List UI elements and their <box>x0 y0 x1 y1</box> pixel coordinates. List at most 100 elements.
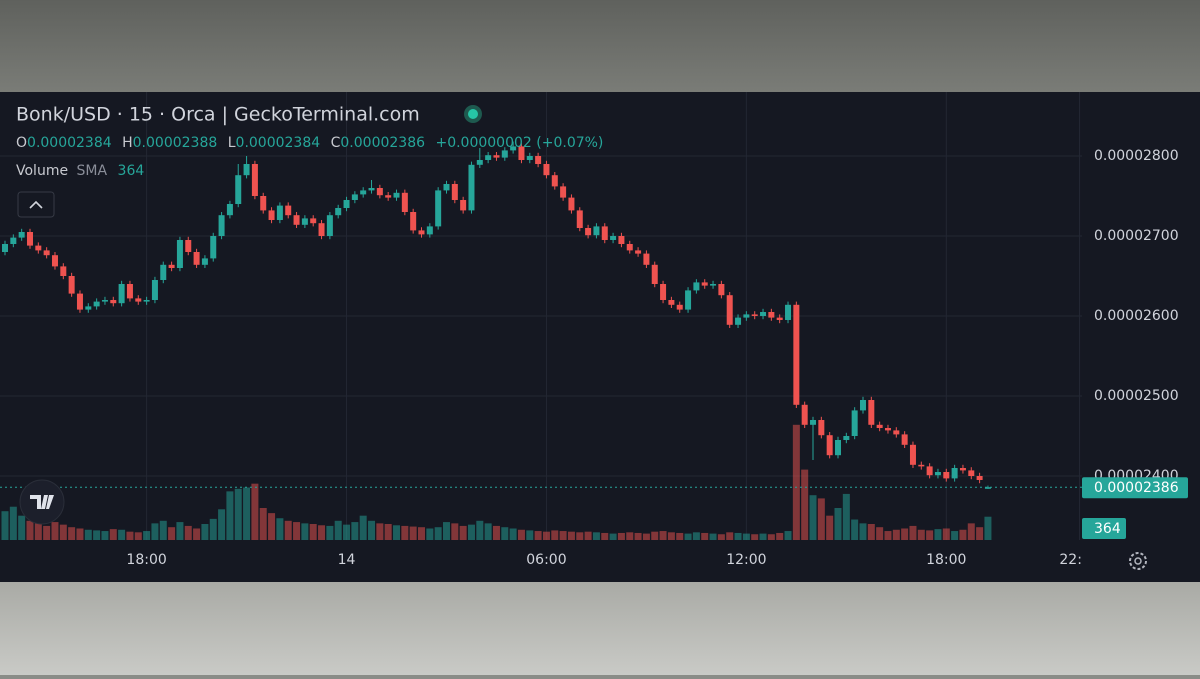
volume-bar <box>534 531 542 540</box>
candle-body <box>85 306 92 310</box>
volume-bar <box>442 522 450 540</box>
candle-body <box>10 237 17 244</box>
volume-bar <box>384 524 392 540</box>
candle-body <box>643 253 650 265</box>
volume-bar <box>1 511 9 540</box>
gear-outer[interactable] <box>1129 552 1147 570</box>
volume-bar <box>934 529 942 540</box>
candle-body <box>909 444 916 465</box>
candle-body <box>451 184 458 200</box>
volume-bar <box>26 520 34 540</box>
settings-button[interactable] <box>1129 552 1147 570</box>
ohlc-value: 0.00002388 <box>133 135 218 151</box>
candle-body <box>893 430 900 435</box>
candle-body <box>501 150 508 158</box>
ohlc-label: L <box>228 135 236 151</box>
volume-bar <box>434 527 442 540</box>
candle-body <box>518 146 525 160</box>
candle-body <box>376 188 383 196</box>
x-tick-label: 18:00 <box>126 552 166 568</box>
volume-bar <box>592 532 600 540</box>
candle-body <box>201 258 208 265</box>
volume-bar <box>193 528 201 540</box>
candle-body <box>110 300 117 304</box>
candle-body <box>235 175 242 204</box>
candle-body <box>826 435 833 456</box>
collapse-box[interactable] <box>17 191 55 218</box>
candle-body <box>676 304 683 310</box>
candle-body <box>276 205 283 220</box>
tv-logo-circle[interactable] <box>19 479 65 525</box>
ohlc-value: 0.00002386 <box>340 135 425 151</box>
ohlc-label: C <box>331 135 341 151</box>
candle-body <box>343 200 350 208</box>
volume-bar <box>393 525 401 540</box>
volume-bar <box>726 532 734 540</box>
gear-inner[interactable] <box>1134 557 1142 565</box>
volume-bar <box>476 520 484 540</box>
candle-body <box>168 264 175 268</box>
candle-body <box>593 226 600 236</box>
candle-body <box>543 164 550 176</box>
volume-bar <box>376 523 384 540</box>
candle-body <box>510 146 517 151</box>
volume-bar <box>951 531 959 540</box>
volume-bar <box>159 520 167 540</box>
volume-tag-label: 364 <box>1094 521 1121 537</box>
collapse-chevron[interactable] <box>29 200 43 209</box>
candle-body <box>710 284 717 286</box>
candle-body <box>101 300 108 302</box>
volume-bar <box>343 524 351 540</box>
y-tick-label: 0.00002500 <box>1094 388 1179 404</box>
volume-bar <box>68 527 76 540</box>
volume-bar <box>676 532 684 540</box>
y-tick-label: 0.00002700 <box>1094 228 1179 244</box>
ohlc-value: 0.00002384 <box>27 135 112 151</box>
volume-bar <box>451 523 459 540</box>
candle-body <box>576 210 583 228</box>
candle-body <box>768 312 775 318</box>
tv-logo-mark[interactable] <box>30 495 54 509</box>
candle-body <box>568 197 575 211</box>
axes: 0.00002800 0.00002700 0.00002600 0.00002500… <box>0 148 1188 568</box>
volume-bar <box>884 531 892 540</box>
candle-body <box>285 205 292 216</box>
volume-bar <box>642 533 650 540</box>
volume-bar <box>293 522 301 540</box>
candle-body <box>26 232 33 246</box>
bottom-backdrop <box>0 582 1200 675</box>
collapse-button[interactable] <box>17 191 55 218</box>
candle-body <box>251 164 258 196</box>
candle-body <box>818 420 825 436</box>
change: +0.00000002 (+0.07%) <box>435 135 603 151</box>
candle-body <box>260 196 267 211</box>
volume-bar <box>201 524 209 540</box>
candle-body <box>693 282 700 291</box>
volume-bar <box>301 523 309 540</box>
volume-bar <box>526 530 534 540</box>
candle-body <box>410 212 417 231</box>
tv-logo[interactable] <box>19 479 65 525</box>
volume-layer <box>1 424 992 540</box>
volume-bar <box>834 508 842 540</box>
candle-body <box>393 192 400 198</box>
candle-body <box>751 314 758 316</box>
candle-body <box>801 404 808 425</box>
volume-bar <box>359 515 367 540</box>
candle-body <box>360 190 367 195</box>
candle-body <box>976 476 983 480</box>
volume-bar <box>259 508 267 540</box>
candle-body <box>984 487 991 489</box>
candle-body <box>526 156 533 160</box>
volume-bar <box>559 531 567 540</box>
candle-body <box>743 314 750 318</box>
x-tick-label: 12:00 <box>726 552 766 568</box>
candle-body <box>859 400 866 411</box>
candle-body <box>460 200 467 211</box>
candle-body <box>660 284 667 300</box>
candle-body <box>185 240 192 252</box>
candle-body <box>193 252 200 265</box>
candle-body <box>476 160 483 165</box>
